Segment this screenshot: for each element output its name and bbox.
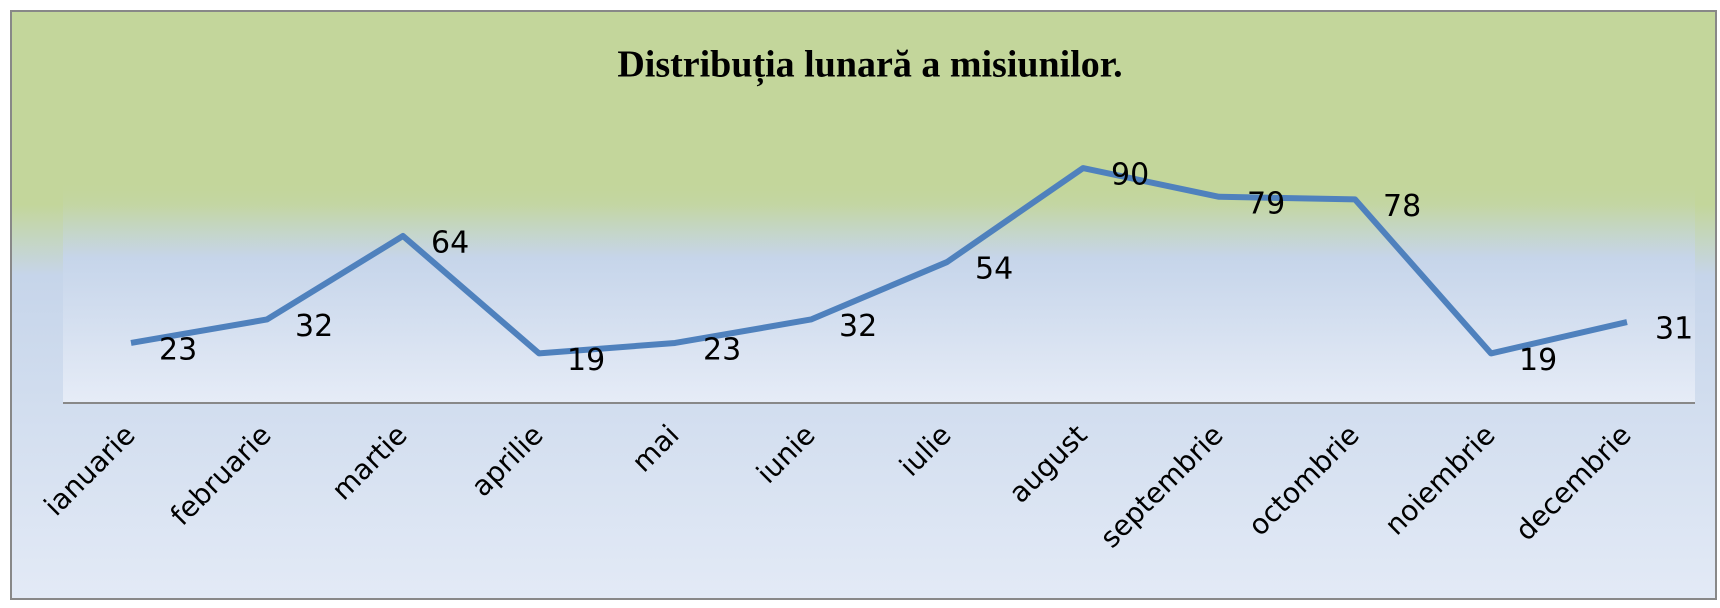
data-label: 32 [839, 309, 877, 344]
data-label: 19 [1519, 343, 1557, 378]
data-label: 54 [975, 252, 1013, 287]
data-label: 32 [295, 309, 333, 344]
data-label: 64 [431, 225, 469, 260]
data-label: 78 [1383, 189, 1421, 224]
chart-title: Distribuția lunară a misiunilor. [617, 44, 1122, 87]
data-label: 90 [1111, 158, 1149, 193]
data-label: 23 [703, 332, 741, 367]
data-label: 79 [1247, 186, 1285, 221]
data-label: 19 [567, 343, 605, 378]
data-label: 23 [159, 332, 197, 367]
data-line [130, 165, 1628, 357]
data-label: 31 [1655, 312, 1693, 347]
